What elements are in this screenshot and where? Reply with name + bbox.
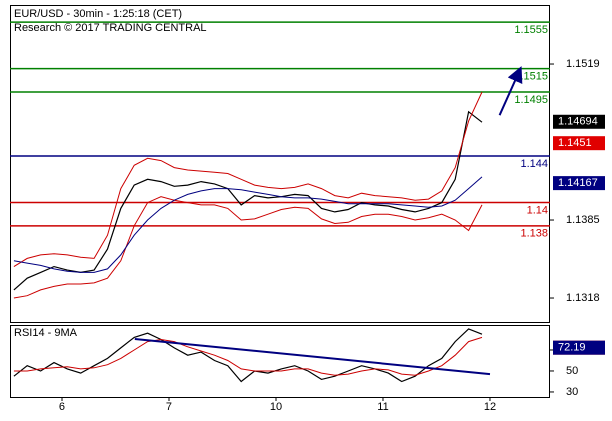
price-badge-label: 1.14167 [558,177,598,189]
chart-title: EUR/USD - 30min - 1:25:18 (CET) [14,8,182,20]
x-tick-label: 6 [59,401,65,413]
rsi-panel [10,325,550,398]
x-tick-label: 12 [484,401,496,413]
level-label: 1.144 [520,158,548,170]
price-badge-label: 1.14694 [558,116,598,128]
y-tick-label: 1.1385 [566,214,600,226]
level-label: 1.1555 [514,24,548,36]
trendline [134,338,491,376]
price-badge-label: 72.19 [558,342,586,354]
series-line [13,196,483,299]
x-tick-label: 10 [270,401,282,413]
trendline [498,66,523,116]
price-badge [553,114,605,129]
y-tick-label: 1.1519 [566,58,600,70]
level-label: 1.1495 [514,94,548,106]
series-line [13,176,483,273]
rsi-title: RSI14 - 9MA [14,327,78,339]
price-badge [553,340,605,355]
price-badge-label: 1.1451 [558,137,592,149]
x-tick-label: 11 [377,401,388,413]
series-line [13,91,483,268]
level-label: 1.138 [520,228,548,240]
level-label: 1.1515 [514,71,548,83]
chart-subtitle: Research © 2017 TRADING CENTRAL [14,22,207,34]
price-badge [553,136,605,151]
x-tick-label: 7 [166,401,172,413]
y-tick-label: 1.1318 [566,292,600,304]
level-label: 1.14 [527,204,548,216]
price-panel [10,5,550,323]
series-line [13,110,483,291]
y-tick-label: 50 [566,365,578,377]
series-line [13,336,483,376]
series-line [13,328,483,383]
y-tick-label: 30 [566,386,578,398]
price-badge [553,176,605,191]
